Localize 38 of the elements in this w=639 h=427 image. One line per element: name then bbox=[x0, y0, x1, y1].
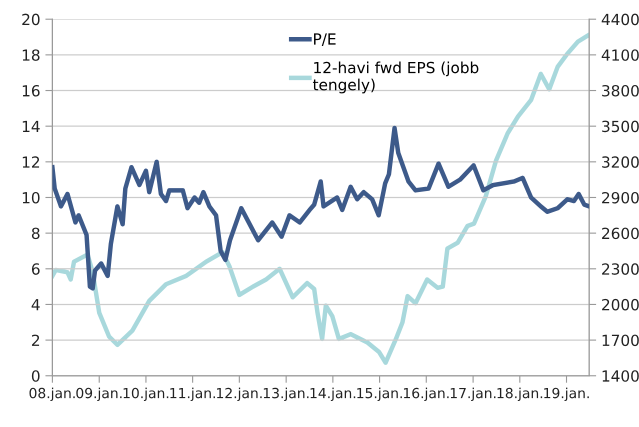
x-tick-label: 11.jan. bbox=[170, 388, 215, 402]
y-tick-label: 6 bbox=[32, 263, 40, 275]
line-series bbox=[52, 32, 590, 365]
y-tick-label: 16 bbox=[22, 84, 40, 97]
line-series bbox=[52, 126, 590, 291]
y-tick-label: 0 bbox=[32, 370, 40, 382]
x-tick-label: 18.jan. bbox=[497, 388, 542, 402]
x-tick-label: 08.jan. bbox=[29, 388, 75, 402]
y-tick-label: 2 bbox=[32, 334, 40, 346]
y-tick-label: 12 bbox=[22, 156, 40, 168]
y-tick-label: 14 bbox=[22, 120, 40, 132]
y-tick-label: 20 bbox=[22, 14, 40, 26]
y2-tick-label: 2900 bbox=[602, 192, 639, 204]
x-tick-label: 14.jan. bbox=[310, 388, 356, 402]
y2-tick-label: 4400 bbox=[602, 14, 639, 26]
y2-tick-label: 3800 bbox=[602, 84, 639, 97]
y-tick-label: 10 bbox=[22, 192, 40, 204]
legend-label: 12-havi fwd EPS (jobb tengely) bbox=[312, 62, 478, 94]
y-tick-label: 4 bbox=[32, 299, 40, 310]
x-tick-label: 13.jan. bbox=[264, 388, 309, 402]
x-tick-label: 12.jan. bbox=[217, 388, 262, 402]
x-tick-label: 10.jan. bbox=[124, 388, 168, 402]
legend-label: P/E bbox=[314, 33, 336, 46]
y2-tick-label: 1700 bbox=[602, 334, 639, 346]
y-tick-label: 8 bbox=[32, 228, 40, 240]
x-tick-label: 17.jan. bbox=[450, 388, 496, 402]
x-tick-label: 19.jan. bbox=[544, 388, 589, 402]
y2-tick-label: 4100 bbox=[602, 49, 639, 61]
y-tick-label: 18 bbox=[22, 49, 40, 61]
x-tick-label: 09.jan. bbox=[76, 388, 122, 402]
x-tick-label: 16.jan. bbox=[404, 388, 449, 402]
y2-tick-label: 3200 bbox=[602, 156, 639, 168]
y2-tick-label: 3500 bbox=[602, 120, 639, 132]
y2-tick-label: 2600 bbox=[602, 228, 639, 240]
y2-tick-label: 2300 bbox=[602, 263, 639, 275]
y2-tick-label: 2000 bbox=[602, 298, 639, 310]
x-tick-label: 15.jan. bbox=[357, 388, 402, 402]
y2-tick-label: 1400 bbox=[602, 370, 639, 382]
